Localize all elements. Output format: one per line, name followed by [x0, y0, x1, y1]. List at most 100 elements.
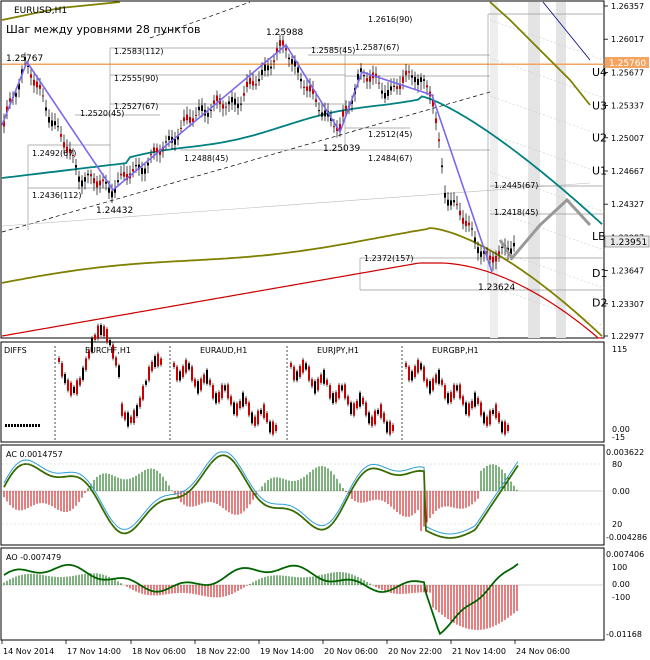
mini-candle: [266, 412, 268, 423]
swing-label: 1.24432: [96, 206, 133, 216]
mini-candle: [498, 412, 500, 423]
price-candle: [471, 228, 473, 230]
price-candle: [513, 242, 515, 247]
mini-candle: [389, 421, 391, 435]
diffs-panel[interactable]: [0, 341, 605, 443]
forecast-path: [498, 197, 592, 261]
mini-candle: [100, 325, 102, 336]
diffs-label: DIFFS: [4, 346, 27, 355]
mini-candle: [236, 403, 238, 416]
price-candle: [69, 148, 71, 154]
price-candle: [486, 251, 488, 253]
mini-candle: [275, 424, 277, 432]
mini-candle: [501, 421, 503, 433]
price-candle: [33, 79, 35, 86]
mini-candle: [414, 366, 416, 377]
mini-candle: [215, 393, 217, 404]
forecast-band: [490, 2, 498, 338]
mini-candle: [350, 402, 352, 415]
price-tick-label: 1.25337: [611, 102, 644, 111]
mini-candle: [173, 363, 175, 367]
ao-panel[interactable]: [0, 547, 605, 641]
mini-candle: [332, 393, 334, 404]
price-candle: [63, 142, 65, 148]
mini-candle: [471, 400, 473, 409]
mini-candle: [347, 396, 349, 405]
trend-line-lower: [1, 91, 491, 233]
box-label: 1.2585(45): [311, 46, 355, 55]
mini-candle: [179, 371, 181, 381]
price-candle: [312, 88, 314, 94]
ac-label: AC 0.0014757: [6, 450, 63, 459]
mini-candle: [230, 396, 232, 405]
channel-line: [542, 1, 591, 61]
price-candle: [153, 147, 155, 152]
price-candle: [369, 76, 371, 82]
mini-candle: [139, 397, 141, 407]
price-candle: [366, 78, 368, 82]
mini-candle: [486, 416, 488, 426]
mini-candle: [17, 424, 19, 427]
mini-candle: [272, 421, 274, 435]
box-label: 1.2520(45): [80, 109, 124, 118]
mini-candle: [383, 412, 385, 423]
mini-candle: [489, 410, 491, 425]
box-label: 1.2616(90): [368, 15, 412, 24]
price-candle: [228, 101, 230, 105]
mini-candle: [507, 424, 509, 432]
mini-candle: [344, 384, 346, 399]
box-label: 1.2445(67): [494, 181, 538, 190]
trend-line-upper: [149, 1, 251, 39]
price-candle: [45, 107, 47, 111]
ac-panel[interactable]: [0, 444, 605, 546]
mini-candle: [142, 385, 144, 400]
price-tick-label: 1.25007: [611, 134, 644, 143]
mini-candle: [326, 379, 328, 385]
mini-candle: [32, 424, 34, 427]
level-tag-u3: U3: [592, 99, 607, 112]
price-candle: [210, 109, 212, 111]
price-candle: [441, 165, 443, 168]
box-label: 1.2436(112): [32, 191, 82, 200]
price-candle: [18, 83, 20, 90]
price-candle: [333, 126, 335, 128]
price-candle: [216, 95, 218, 101]
ac-line: [3, 454, 519, 539]
mini-candle: [435, 374, 437, 383]
swing-label: 1.25988: [266, 28, 303, 38]
mini-candle: [450, 392, 452, 403]
ac-signal-line: [3, 451, 519, 535]
price-candle: [57, 126, 59, 128]
price-candle: [495, 255, 497, 262]
mini-candle: [76, 380, 78, 395]
mini-candle: [441, 379, 443, 385]
mini-candle: [380, 404, 382, 418]
price-candle: [105, 181, 107, 184]
swing-label: 1.23624: [478, 283, 515, 293]
fan-line: [489, 171, 605, 213]
mini-candle: [151, 361, 153, 371]
mini-candle: [248, 402, 250, 416]
mini-candle: [182, 366, 184, 377]
mini-label-euraud: EURAUD,H1: [200, 346, 247, 355]
mini-candle: [459, 384, 461, 399]
price-candle: [399, 83, 401, 89]
highlight-price: 1.25760: [609, 59, 646, 69]
swing-label-group: 1.25767 1.25988 1.25039 1.24432 1.23624: [6, 28, 515, 293]
price-candle: [447, 199, 449, 206]
mini-scale-top: 115: [612, 345, 627, 354]
price-candle: [381, 90, 383, 94]
price-candle: [51, 120, 53, 127]
current-price: 1.23951: [610, 238, 647, 248]
price-candle: [267, 65, 269, 71]
mini-candle: [85, 358, 87, 371]
price-candle: [120, 173, 122, 176]
mini-candle: [317, 378, 319, 391]
main-panel[interactable]: [0, 0, 605, 339]
mini-candle: [456, 385, 458, 391]
mini-candle: [197, 381, 199, 394]
mini-candle: [368, 412, 370, 424]
price-candle: [27, 65, 29, 67]
mini-candle: [296, 371, 298, 381]
price-candle: [99, 180, 101, 186]
